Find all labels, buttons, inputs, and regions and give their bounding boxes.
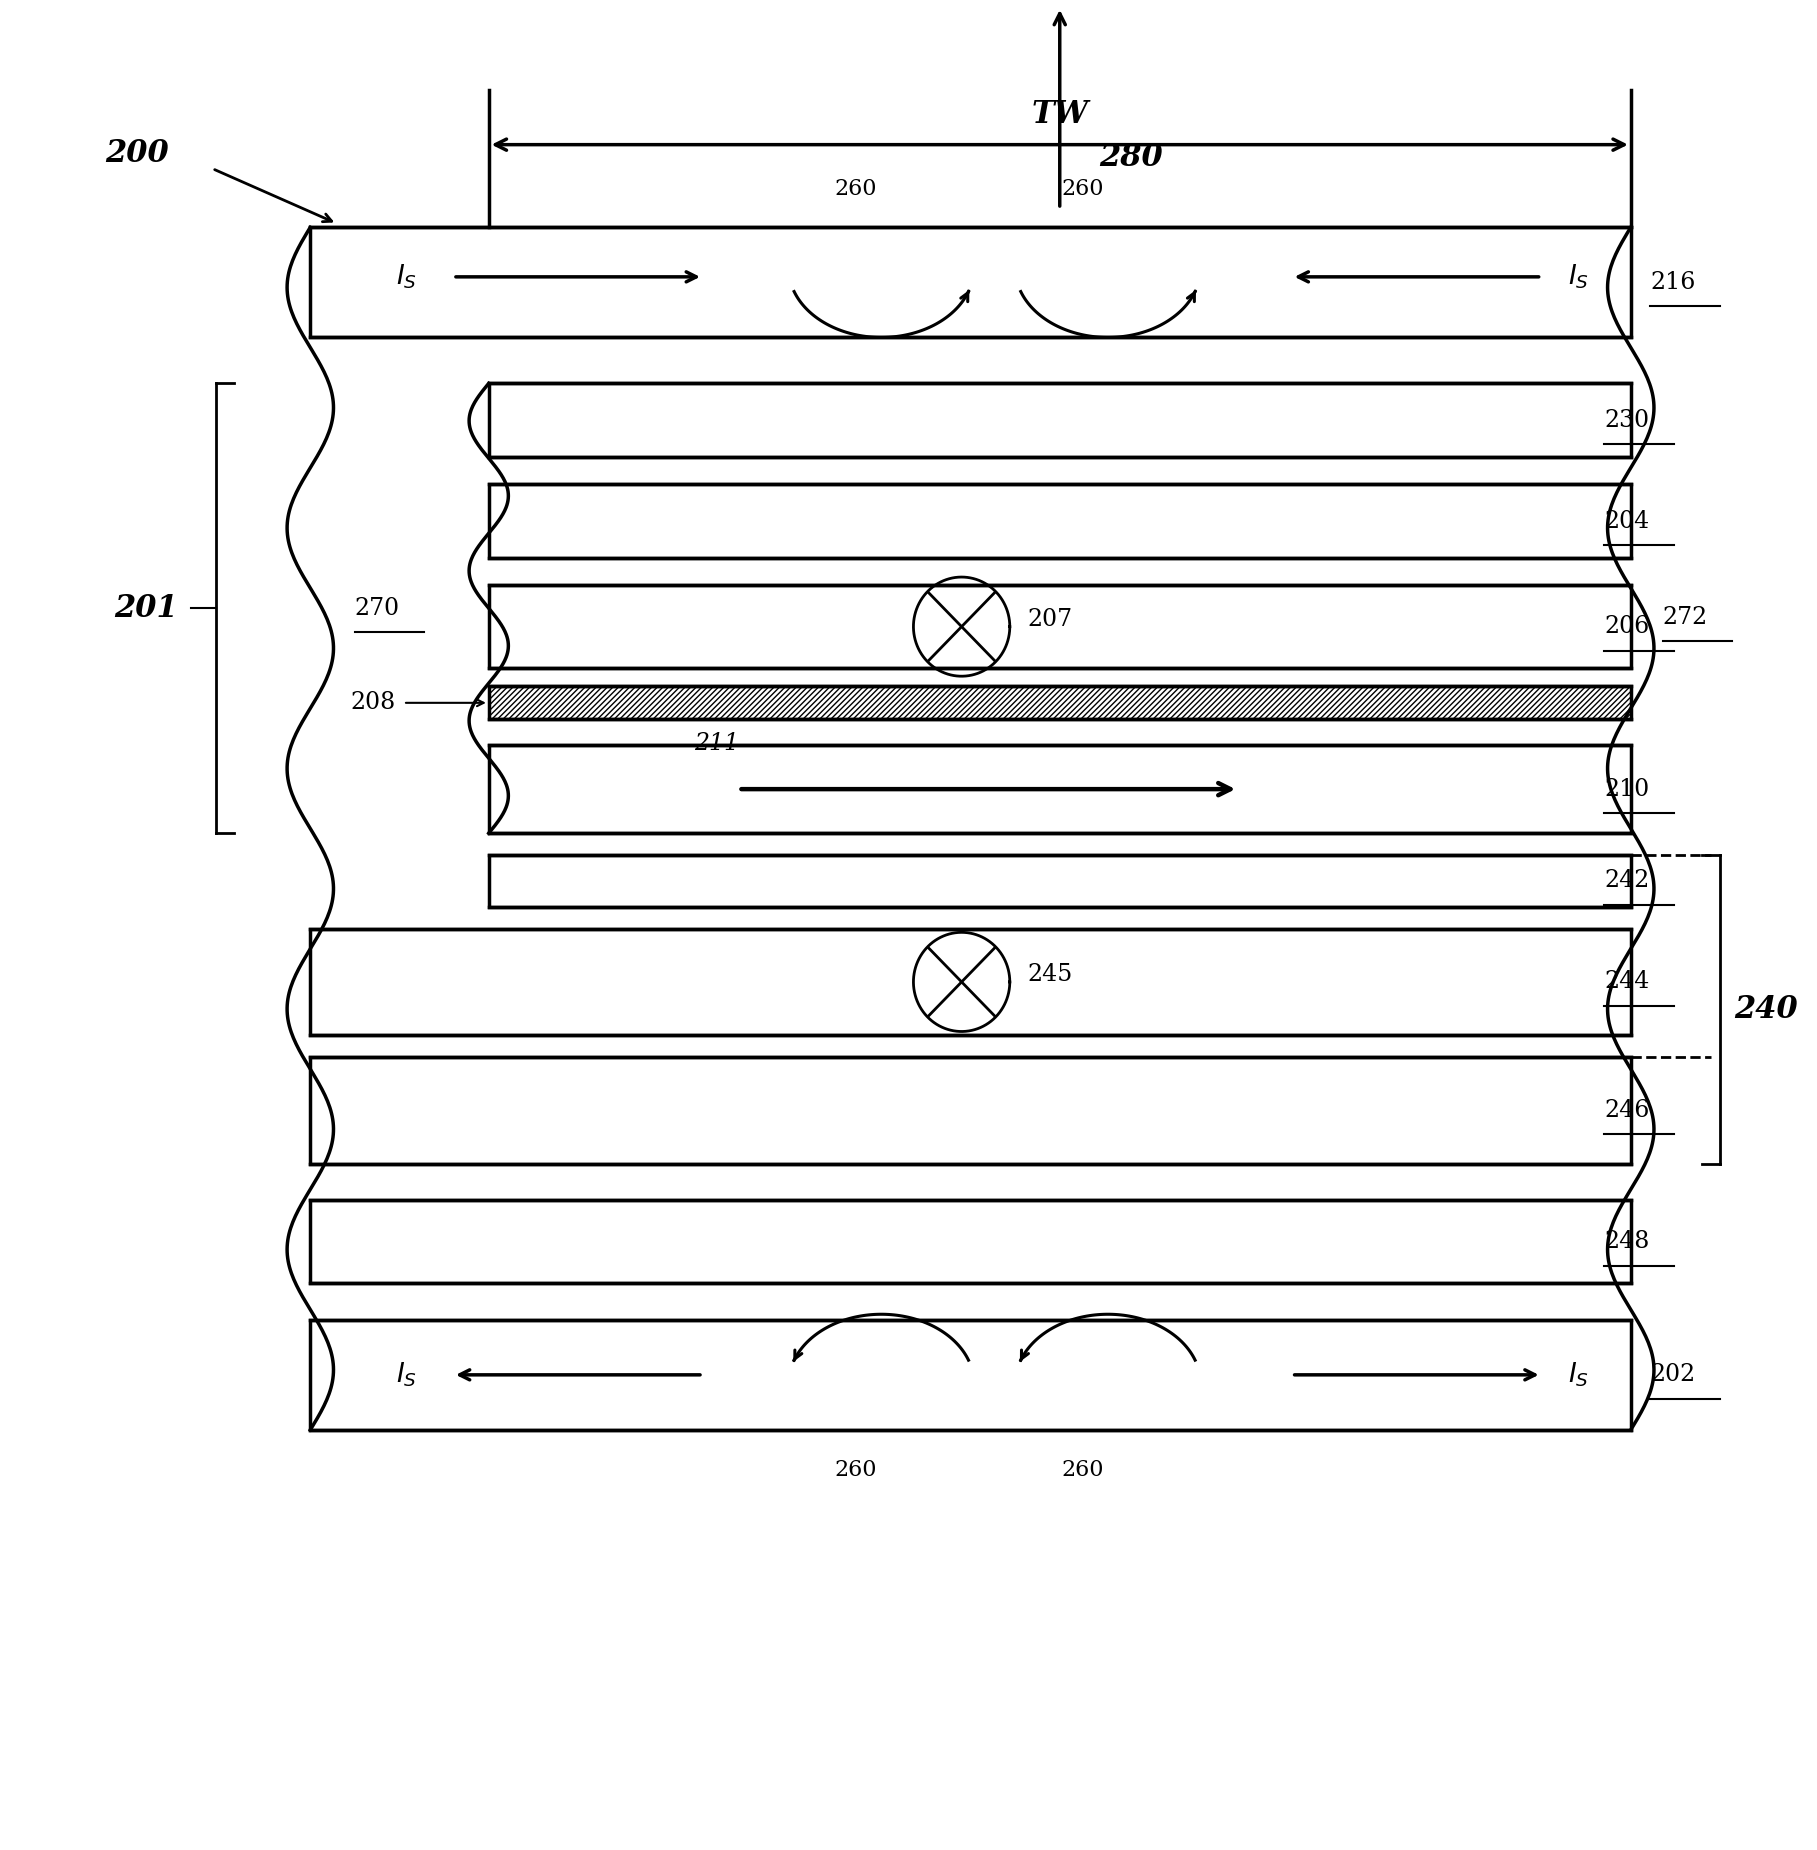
Bar bbox=[311, 1201, 1632, 1284]
Text: 244: 244 bbox=[1604, 971, 1650, 993]
Text: 260: 260 bbox=[1061, 1460, 1105, 1482]
Text: 242: 242 bbox=[1604, 870, 1650, 892]
Text: 207: 207 bbox=[1028, 609, 1072, 631]
Text: 260: 260 bbox=[836, 1460, 878, 1482]
Text: 206: 206 bbox=[1604, 616, 1650, 638]
Text: 216: 216 bbox=[1650, 270, 1695, 294]
Text: $I_S$: $I_S$ bbox=[1568, 1360, 1590, 1389]
Bar bbox=[489, 585, 1632, 668]
Text: $I_S$: $I_S$ bbox=[1568, 263, 1590, 290]
Bar bbox=[489, 383, 1632, 457]
Text: $I_S$: $I_S$ bbox=[396, 1360, 418, 1389]
Bar bbox=[311, 1319, 1632, 1430]
Text: TW: TW bbox=[1032, 98, 1088, 130]
Bar bbox=[489, 686, 1632, 720]
Text: 280: 280 bbox=[1099, 142, 1163, 174]
Text: $I_S$: $I_S$ bbox=[396, 263, 418, 290]
Text: 200: 200 bbox=[105, 139, 169, 170]
Text: 260: 260 bbox=[1061, 178, 1105, 200]
Text: 201: 201 bbox=[114, 592, 178, 623]
Text: 272: 272 bbox=[1663, 607, 1708, 629]
Bar bbox=[311, 228, 1632, 337]
Bar bbox=[489, 855, 1632, 906]
Bar bbox=[489, 485, 1632, 559]
Text: 248: 248 bbox=[1604, 1230, 1650, 1252]
Text: 230: 230 bbox=[1604, 409, 1650, 431]
Text: 210: 210 bbox=[1604, 777, 1650, 801]
Text: 245: 245 bbox=[1028, 964, 1072, 986]
Text: 211: 211 bbox=[694, 733, 740, 755]
Text: 240: 240 bbox=[1733, 993, 1799, 1025]
Text: 208: 208 bbox=[351, 692, 396, 714]
Text: 202: 202 bbox=[1650, 1363, 1695, 1386]
Bar bbox=[489, 746, 1632, 832]
Text: 246: 246 bbox=[1604, 1099, 1650, 1121]
Bar bbox=[311, 1056, 1632, 1164]
Text: 260: 260 bbox=[836, 178, 878, 200]
Bar bbox=[489, 686, 1632, 720]
Text: 270: 270 bbox=[354, 598, 400, 620]
Bar bbox=[311, 929, 1632, 1036]
Text: 204: 204 bbox=[1604, 509, 1650, 533]
